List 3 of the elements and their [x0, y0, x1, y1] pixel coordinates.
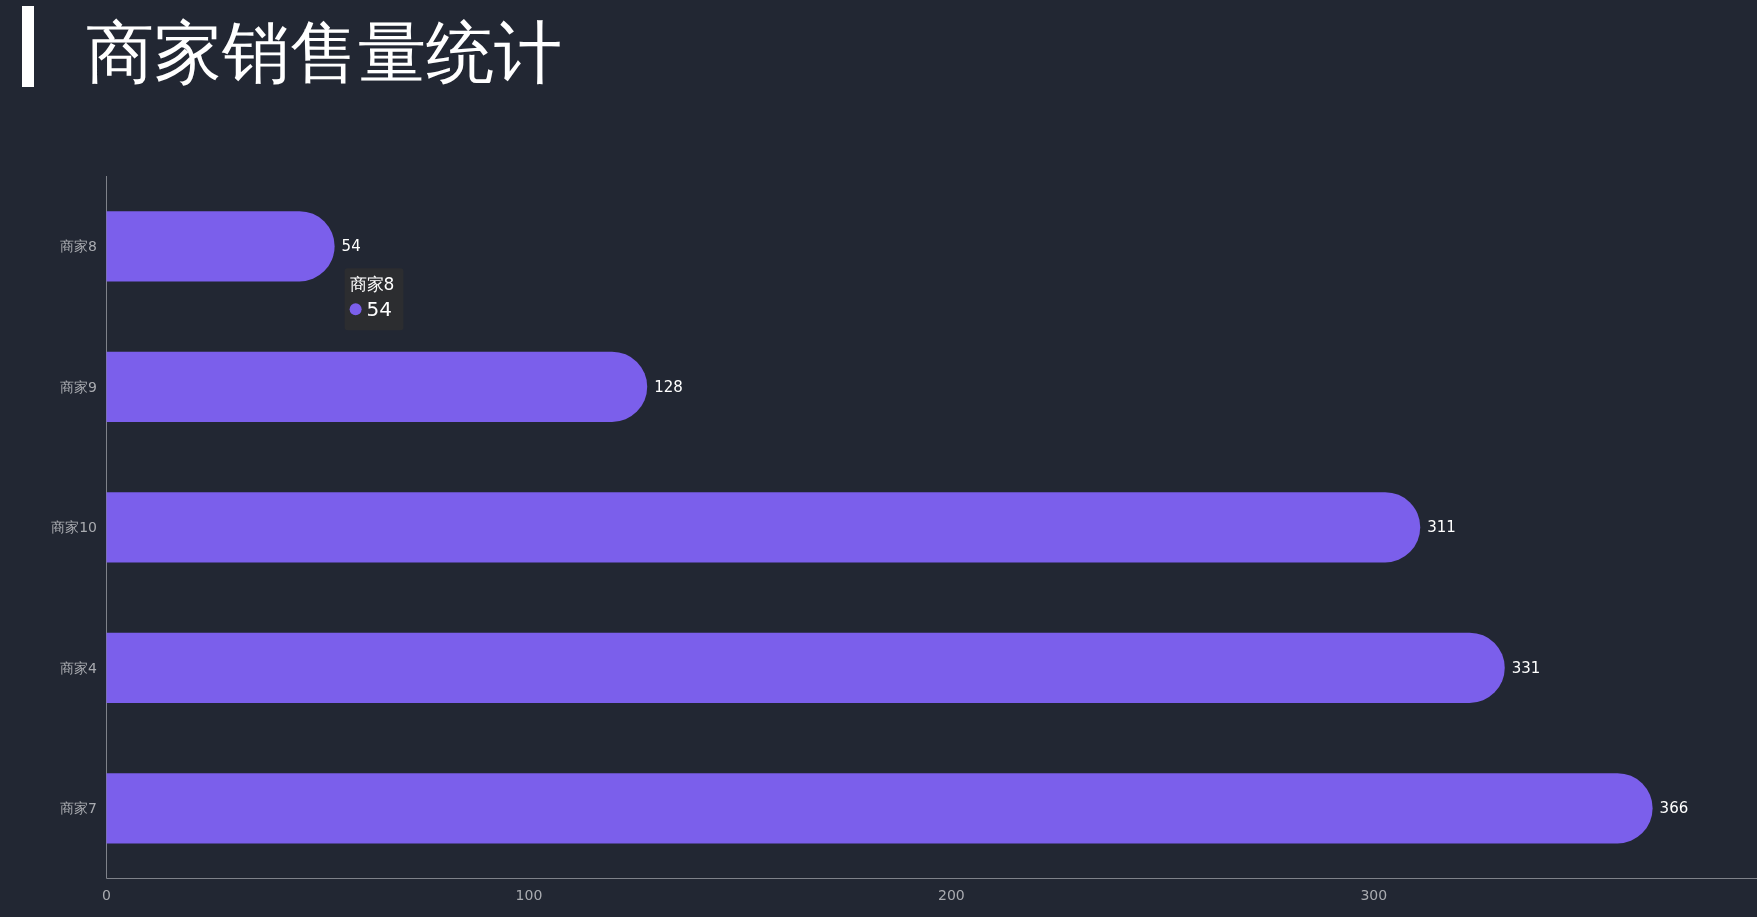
title: 商家销售量统计	[86, 13, 562, 92]
annotation: 商家8	[349, 274, 395, 295]
annotation: 54	[366, 297, 393, 322]
